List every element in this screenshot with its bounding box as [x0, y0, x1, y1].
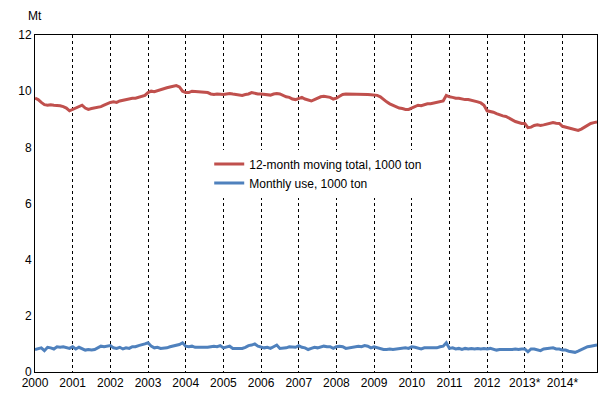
svg-text:2000: 2000: [22, 376, 49, 390]
svg-text:12: 12: [18, 28, 32, 42]
svg-text:2013*: 2013*: [509, 376, 541, 390]
svg-text:2003: 2003: [135, 376, 162, 390]
svg-text:Monthly use, 1000 ton: Monthly use, 1000 ton: [249, 177, 367, 191]
svg-text:8: 8: [25, 141, 32, 155]
svg-text:2008: 2008: [323, 376, 350, 390]
svg-text:2002: 2002: [97, 376, 124, 390]
svg-text:4: 4: [25, 253, 32, 267]
svg-text:2010: 2010: [398, 376, 425, 390]
svg-text:2006: 2006: [248, 376, 275, 390]
svg-text:2012: 2012: [474, 376, 501, 390]
svg-text:2011: 2011: [437, 376, 463, 390]
svg-text:10: 10: [18, 84, 32, 98]
svg-text:Mt: Mt: [28, 9, 42, 23]
svg-text:6: 6: [25, 197, 32, 211]
svg-text:12-month moving total, 1000 to: 12-month moving total, 1000 ton: [249, 158, 421, 172]
svg-text:2007: 2007: [285, 376, 312, 390]
svg-text:2004: 2004: [172, 376, 199, 390]
svg-text:2014*: 2014*: [547, 376, 579, 390]
svg-text:2005: 2005: [210, 376, 237, 390]
svg-text:0: 0: [25, 365, 32, 379]
svg-text:2001: 2001: [59, 376, 86, 390]
svg-text:2: 2: [25, 309, 32, 323]
svg-text:2009: 2009: [361, 376, 388, 390]
